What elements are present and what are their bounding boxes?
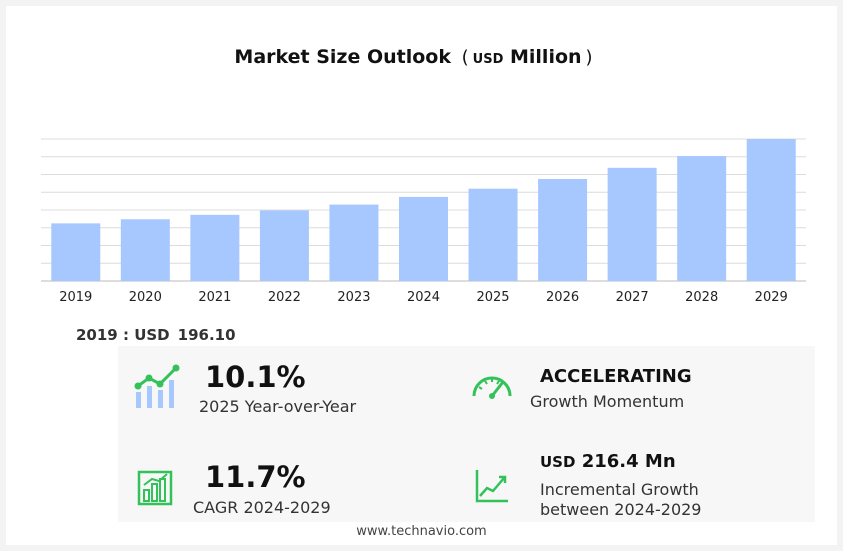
bar-2019 (51, 223, 101, 281)
x-tick-label: 2023 (337, 290, 370, 305)
x-tick-label: 2024 (407, 290, 440, 305)
x-tick-label: 2022 (268, 290, 301, 305)
kpi-incremental-label2: between 2024-2029 (540, 500, 702, 519)
line-trend-icon (475, 470, 508, 503)
bar-growth-icon (134, 364, 180, 408)
kpi-incremental: USD 216.4 Mn Incremental Growth between … (540, 451, 701, 520)
speedometer-icon (472, 376, 512, 399)
kpi-yoy-value: 10.1% (205, 360, 306, 394)
kpi-momentum-label: Growth Momentum (530, 392, 685, 411)
kpi-incremental-value: USD 216.4 Mn (540, 451, 676, 472)
bar-2023 (329, 204, 379, 281)
base-year-value: 2019 : USD 196.10 (76, 326, 236, 344)
x-tick-label: 2019 (59, 290, 92, 305)
x-tick-label: 2025 (476, 290, 509, 305)
x-tick-label: 2027 (616, 290, 649, 305)
footer-source: www.technavio.com (356, 524, 487, 539)
kpi-panel (118, 346, 815, 522)
bar-2021 (190, 214, 240, 281)
bar-2022 (259, 210, 309, 281)
bar-chart: 2019 2020 2021 2022 2023 2024 2025 2026 2027 2028… (41, 138, 806, 305)
kpi-momentum-value: ACCELERATING (540, 366, 692, 387)
x-tick-label: 2029 (755, 290, 788, 305)
x-tick-label: 2021 (198, 290, 231, 305)
kpi-cagr-value: 11.7% (205, 460, 306, 494)
bar-2027 (607, 167, 657, 281)
x-tick-label: 2028 (685, 290, 718, 305)
bar-chart-icon (137, 470, 173, 506)
kpi-cagr-label: CAGR 2024-2029 (193, 498, 331, 517)
x-tick-label: 2026 (546, 290, 579, 305)
x-tick-label: 2020 (129, 290, 162, 305)
kpi-yoy: 10.1% 2025 Year-over-Year (199, 360, 356, 417)
kpi-momentum: ACCELERATING Growth Momentum (530, 366, 692, 412)
bar-2026 (538, 178, 588, 281)
kpi-yoy-label: 2025 Year-over-Year (199, 397, 357, 416)
kpi-cagr: 11.7% CAGR 2024-2029 (193, 460, 331, 518)
bar-2025 (468, 188, 518, 281)
bar-2028 (677, 156, 727, 281)
chart-title: Market Size Outlook (USD Million) (234, 46, 593, 68)
kpi-incremental-label1: Incremental Growth (540, 480, 699, 499)
bar-2029 (746, 139, 796, 281)
bar-2024 (399, 196, 448, 281)
bar-2020 (120, 219, 170, 281)
